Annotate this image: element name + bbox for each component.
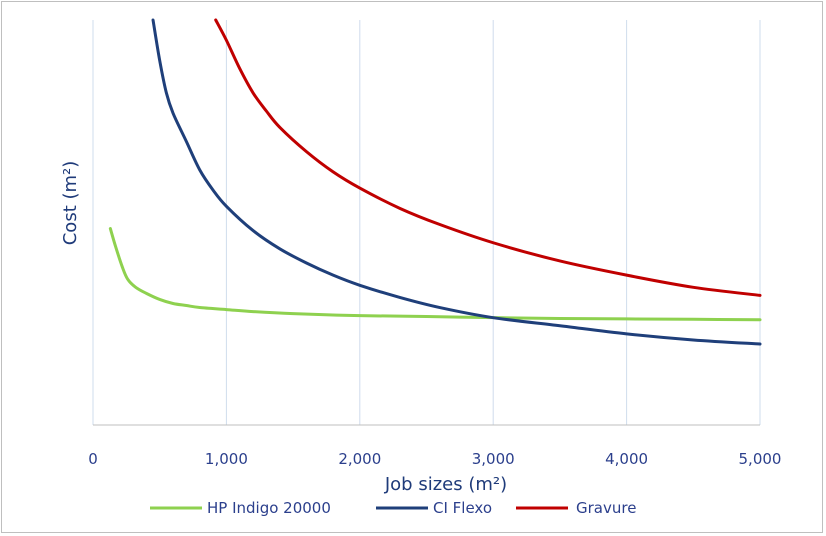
- x-tick-label-5: 5,000: [739, 450, 782, 468]
- vertical-gridlines: [92, 20, 761, 425]
- x-tick-label-0: 0: [88, 450, 98, 468]
- legend-label-0: HP Indigo 20000: [207, 499, 331, 517]
- series-line-1: [151, 18, 762, 346]
- legend-label-2: Gravure: [576, 499, 636, 517]
- series-layer: [108, 18, 762, 346]
- legend: HP Indigo 20000 CI Flexo Gravure: [150, 499, 636, 517]
- x-tick-label-4: 4,000: [605, 450, 648, 468]
- series-line-0: [108, 227, 762, 322]
- x-tick-label-1: 1,000: [205, 450, 248, 468]
- x-axis-title: Job sizes (m²): [384, 474, 507, 495]
- x-tick-labels: 0 1,000 2,000 3,000 4,000 5,000: [88, 450, 781, 468]
- x-tick-label-3: 3,000: [472, 450, 515, 468]
- x-tick-label-2: 2,000: [338, 450, 381, 468]
- legend-label-1: CI Flexo: [433, 499, 492, 517]
- series-line-2: [214, 18, 762, 297]
- y-axis-title: Cost (m²): [60, 161, 81, 246]
